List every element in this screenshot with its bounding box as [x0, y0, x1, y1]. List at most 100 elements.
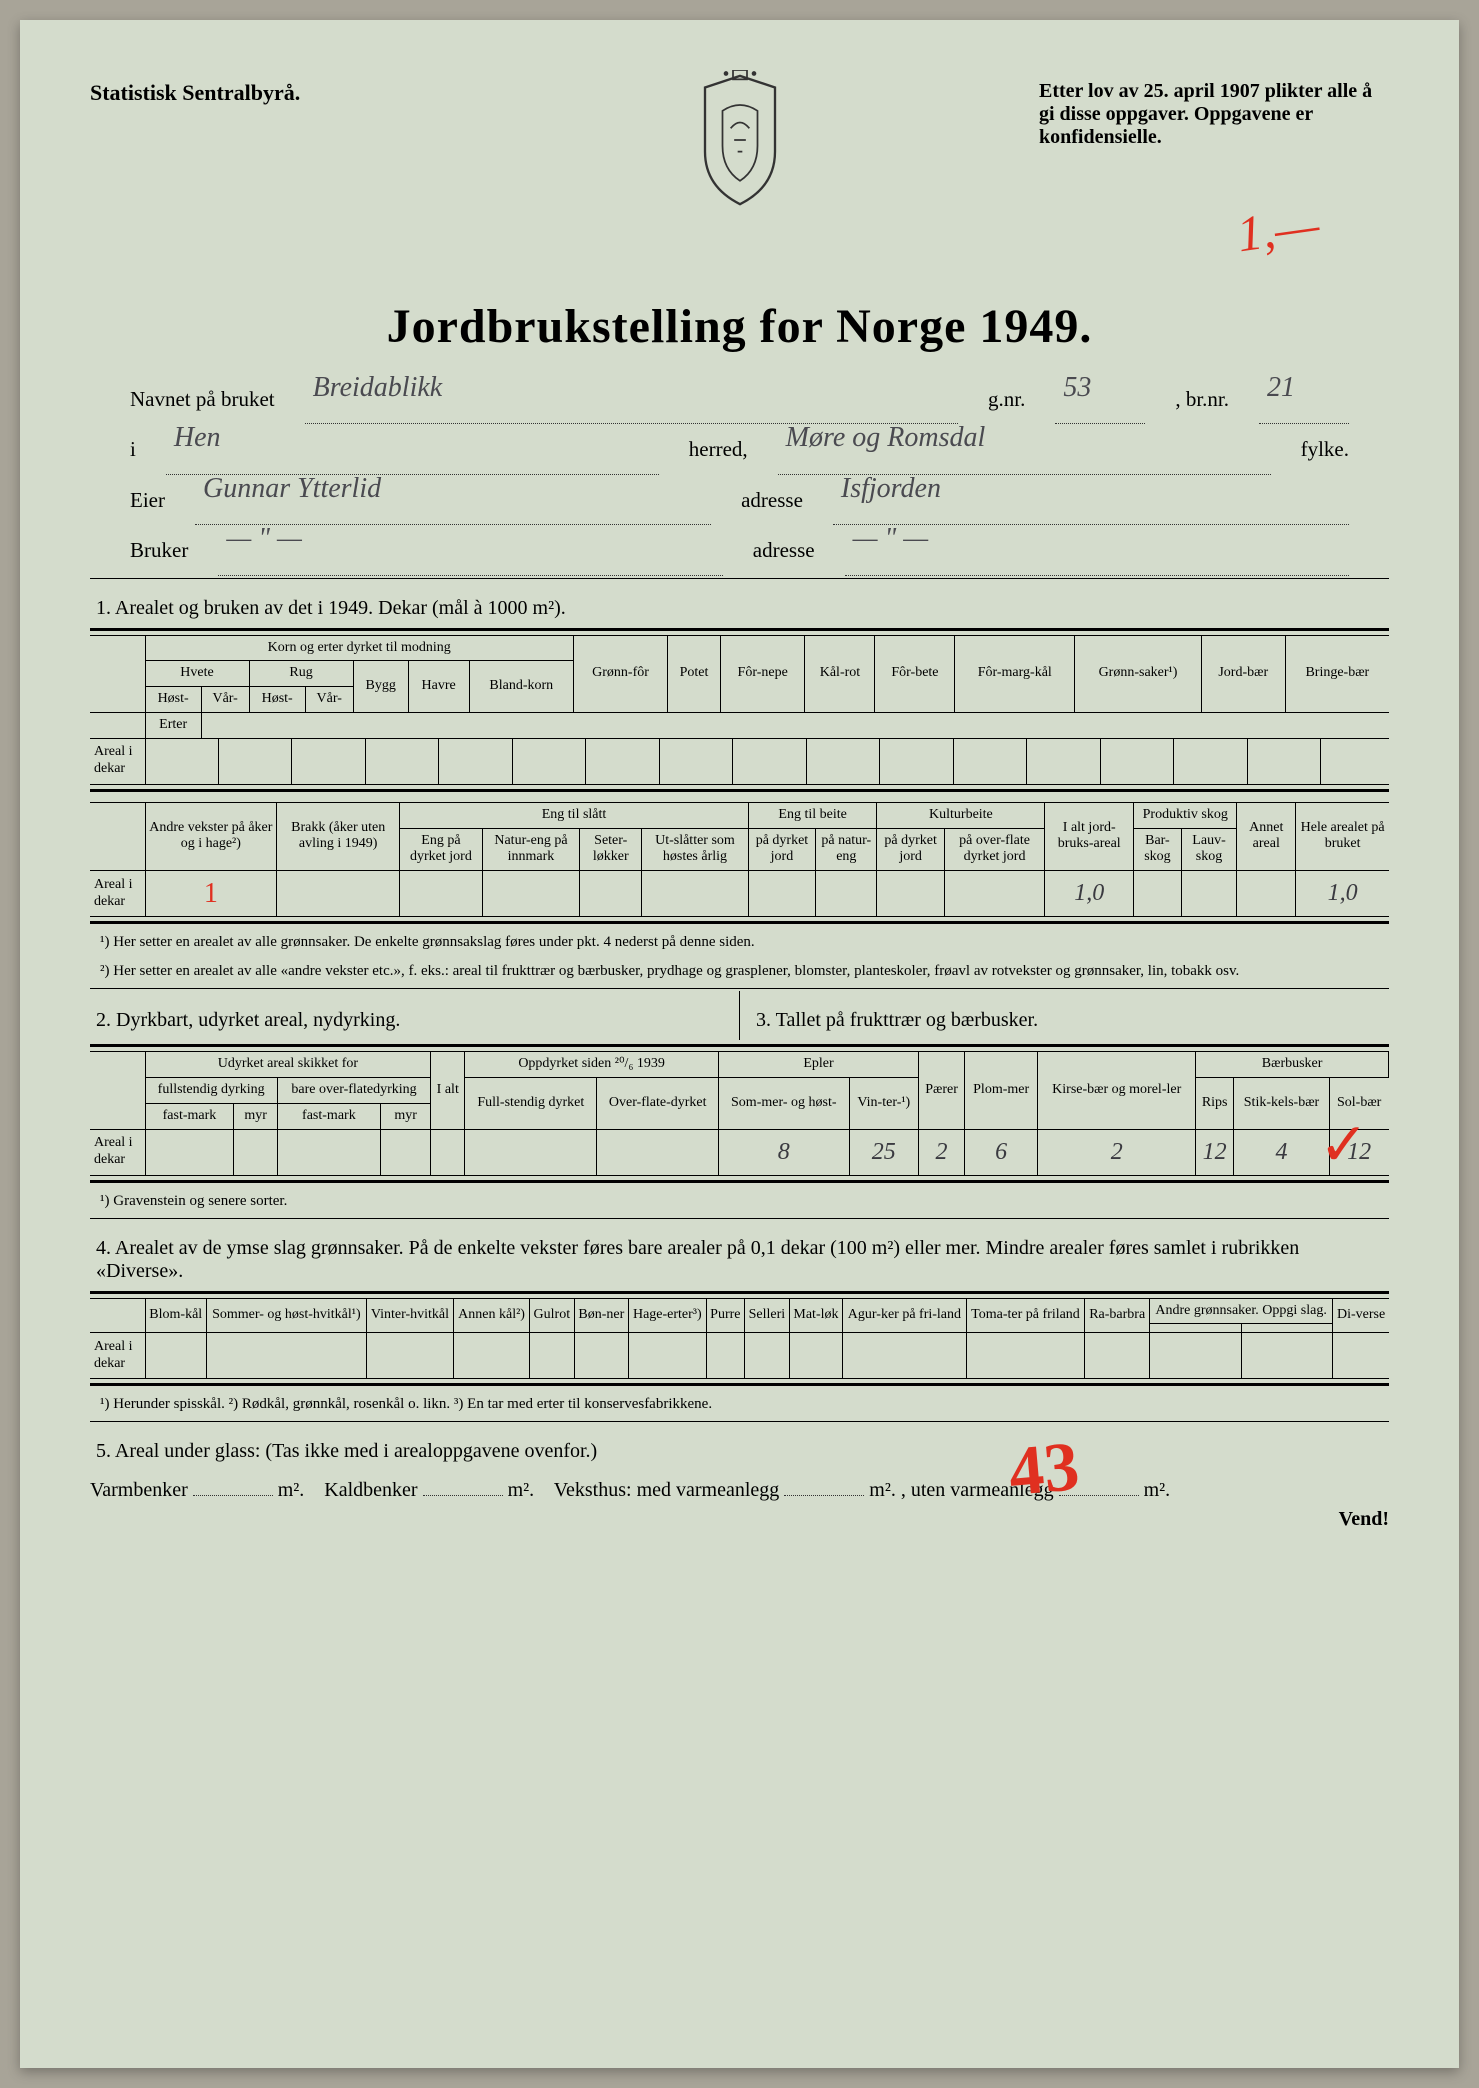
row-label-4: Areal i dekar — [90, 1333, 145, 1379]
section1-table-a-data: Areal i dekar — [90, 738, 1389, 785]
section-2-3-table: Udyrket areal skikket for I alt Oppdyrke… — [90, 1051, 1389, 1175]
col-gronnsaker: Grønn-saker¹) — [1075, 635, 1202, 712]
header-fields: Navnet på bruket Breidablikk g.nr. 53 , … — [90, 374, 1389, 576]
form-title: Jordbrukstelling for Norge 1949. — [90, 299, 1389, 354]
red-checkmark: ✓ — [1319, 1110, 1369, 1180]
census-form-page: Statistisk Sentralbyrå. Etter lov av 25.… — [20, 20, 1459, 2068]
col-agurker: Agur-ker på fri-land — [843, 1298, 966, 1333]
section1-table-b: Andre vekster på åker og i hage²) Brakk … — [90, 802, 1389, 917]
col-epler: Epler — [718, 1052, 918, 1078]
brnr-value: 21 — [1259, 374, 1349, 424]
col-hvete-var: Vår- — [201, 687, 249, 713]
section1-table-a: Korn og erter dyrket til modning Grønn-f… — [90, 635, 1389, 739]
adresse1-value: Isfjorden — [833, 475, 1349, 525]
col-rug-var: Vår- — [305, 687, 353, 713]
col-kb-overflate: på over-flate dyrket jord — [944, 828, 1044, 871]
section5-line: Varmbenker m². Kaldbenker m². Veksthus: … — [90, 1479, 1389, 1502]
col-lauvskog: Lauv-skog — [1181, 828, 1237, 871]
col-over: Over-flate-dyrket — [597, 1077, 719, 1129]
col-andre4: Andre grønnsaker. Oppgi slag. — [1150, 1298, 1333, 1324]
col-forbete: Fôr-bete — [875, 635, 955, 712]
col-engslott: Eng til slått — [400, 802, 749, 828]
col-annenkal: Annen kål²) — [454, 1298, 530, 1333]
val-plommer: 6 — [965, 1129, 1038, 1175]
col-brakk: Brakk (åker uten avling i 1949) — [277, 802, 400, 870]
col-formargkal: Fôr-marg-kål — [955, 635, 1075, 712]
col-fullstendig: fullstendig dyrking — [145, 1077, 277, 1103]
col-kulturbeite: Kulturbeite — [877, 802, 1045, 828]
section5-title: 5. Areal under glass: (Tas ikke med i ar… — [90, 1440, 1389, 1463]
col-vinterhvitkal: Vinter-hvitkål — [366, 1298, 453, 1333]
section3-title: 3. Tallet på frukttrær og bærbusker. — [750, 1009, 1389, 1032]
val-rips: 12 — [1196, 1129, 1234, 1175]
herred-label: herred, — [689, 424, 748, 474]
data-row-1a: Areal i dekar — [90, 712, 1389, 738]
col-hageerter: Hage-erter³) — [628, 1298, 706, 1333]
col-sommer: Som-mer- og høst- — [718, 1077, 849, 1129]
col-bringebaer: Bringe-bær — [1285, 635, 1389, 712]
col-diverse: Di-verse — [1333, 1298, 1389, 1333]
eier-label: Eier — [130, 475, 165, 525]
col-myr2: myr — [381, 1103, 431, 1129]
col-rabarbra: Ra-barbra — [1085, 1298, 1150, 1333]
col-oppdyrket: Oppdyrket siden ²⁰/₆ 1939 — [465, 1052, 719, 1078]
data-row-23: Areal i dekar 8 25 2 6 2 12 4 12 — [90, 1129, 1389, 1175]
col-jordbaer: Jord-bær — [1201, 635, 1285, 712]
navnet-value: Breidablikk — [305, 374, 958, 424]
footnote-2: ²) Her setter en arealet av alle «andre … — [90, 957, 1389, 986]
kaldbenker-label: Kaldbenker — [324, 1479, 417, 1501]
adresse2-label: adresse — [753, 525, 815, 575]
col-full: Full-stendig dyrket — [465, 1077, 597, 1129]
val-hele: 1,0 — [1296, 871, 1389, 917]
col-annet: Annet areal — [1237, 802, 1296, 870]
law-text: Etter lov av 25. april 1907 plikter alle… — [1039, 80, 1389, 149]
red-annotation-43: 43 — [1006, 1427, 1083, 1513]
col-hele: Hele arealet på bruket — [1296, 802, 1389, 870]
col-fastmark1: fast-mark — [145, 1103, 234, 1129]
col-myr1: myr — [234, 1103, 277, 1129]
col-erter: Erter — [145, 712, 201, 738]
col-beite-dyrket: på dyrket jord — [748, 828, 815, 871]
m2-4: m². — [1144, 1479, 1171, 1501]
adresse1-label: adresse — [741, 475, 803, 525]
korn-header: Korn og erter dyrket til modning — [145, 635, 573, 661]
col-bare: bare over-flatedyrking — [277, 1077, 431, 1103]
val-andre: 1 — [145, 871, 277, 917]
section1-title: 1. Arealet og bruken av det i 1949. Deka… — [90, 597, 1389, 620]
row-label-23: Areal i dekar — [90, 1129, 145, 1175]
col-potet: Potet — [668, 635, 721, 712]
section3-footnote: ¹) Gravenstein og senere sorter. — [90, 1187, 1389, 1216]
m2-3: m². — [869, 1479, 896, 1501]
col-kirsebaer: Kirse-bær og morel-ler — [1038, 1052, 1196, 1129]
vend-text: Vend! — [90, 1508, 1389, 1531]
col-purre: Purre — [706, 1298, 744, 1333]
col-kalrot: Kål-rot — [805, 635, 875, 712]
fylke-label: fylke. — [1301, 424, 1349, 474]
col-paerer: Pærer — [919, 1052, 965, 1129]
col-blomkal: Blom-kål — [145, 1298, 206, 1333]
col-ialt2: I alt — [431, 1052, 465, 1129]
col-bonner: Bøn-ner — [574, 1298, 628, 1333]
col-havre: Havre — [408, 661, 469, 713]
i-label: i — [130, 424, 136, 474]
col-beite-natur: på natur-eng — [816, 828, 877, 871]
col-fornepe: Fôr-nepe — [720, 635, 805, 712]
bruker-label: Bruker — [130, 525, 188, 575]
col-kb-dyrket: på dyrket jord — [877, 828, 944, 871]
val-kirsebaer: 2 — [1038, 1129, 1196, 1175]
col-selleri: Selleri — [745, 1298, 790, 1333]
col-andre: Andre vekster på åker og i hage²) — [145, 802, 277, 870]
col-udyrket: Udyrket areal skikket for — [145, 1052, 431, 1078]
val-stikkelsbaer: 4 — [1234, 1129, 1330, 1175]
col-plommer: Plom-mer — [965, 1052, 1038, 1129]
veksthus-label: Veksthus: med varmeanlegg — [554, 1479, 780, 1501]
col-stikkelsbaer: Stik-kels-bær — [1234, 1077, 1330, 1129]
col-gronnfor: Grønn-fôr — [573, 635, 667, 712]
val-paerer: 2 — [919, 1129, 965, 1175]
col-hvete-host: Høst- — [145, 687, 201, 713]
col-sommerhost: Sommer- og høst-hvitkål¹) — [206, 1298, 366, 1333]
i-value: Hen — [166, 424, 659, 474]
col-barskog: Bar-skog — [1134, 828, 1182, 871]
col-engbeite: Eng til beite — [748, 802, 877, 828]
bruker-value: — " — — [218, 525, 722, 575]
